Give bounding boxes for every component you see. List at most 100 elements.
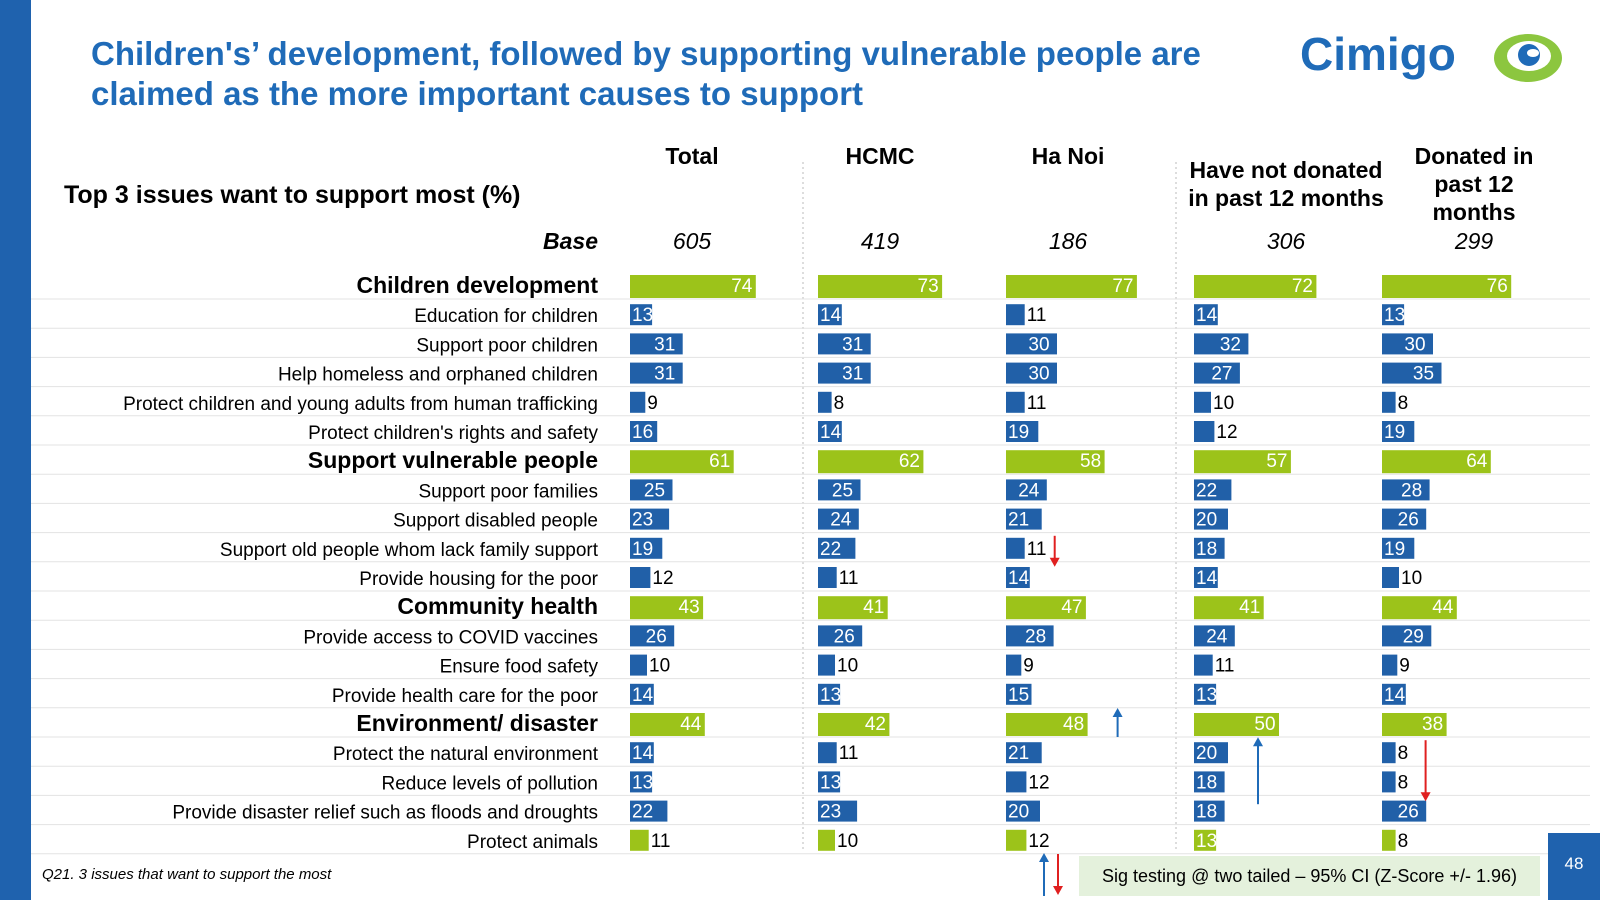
- bar-r7-c1: [818, 479, 861, 501]
- sig-legend-arrows-icon: [1039, 853, 1063, 896]
- bar-r19-c2: [1006, 829, 1027, 851]
- value-label-r8-c0: 23: [632, 510, 653, 531]
- sig-down-arrow-head-3: [1420, 792, 1431, 802]
- value-label-r18-c0: 22: [632, 802, 653, 823]
- bar-r19-c3: [1194, 829, 1217, 851]
- bar-r4-c2: [1006, 391, 1025, 413]
- value-label-r15-c3: 50: [1254, 714, 1275, 735]
- bar-r4-c0: [630, 391, 646, 413]
- value-label-r3-c0: 31: [654, 364, 675, 385]
- column-header-2-line-0: Ha Noi: [1032, 143, 1105, 169]
- value-label-r14-c4: 14: [1384, 685, 1406, 706]
- page-number: 48: [1548, 833, 1600, 900]
- cimigo-logo: Cimigo: [1300, 28, 1562, 82]
- bar-r17-c3: [1194, 771, 1225, 793]
- bar-r9-c1: [818, 537, 856, 559]
- value-label-r5-c0: 16: [632, 422, 653, 443]
- bar-r19-c0: [630, 829, 649, 851]
- category-label-11: Community health: [397, 593, 598, 619]
- value-label-r2-c2: 30: [1028, 334, 1049, 355]
- bar-r8-c1: [818, 508, 859, 530]
- value-label-r6-c2: 58: [1080, 451, 1101, 472]
- bar-r14-c1: [818, 683, 841, 705]
- bar-r3-c1: [818, 362, 871, 384]
- column-header-4-line-0: Donated in: [1415, 143, 1534, 169]
- bar-r14-c4: [1382, 683, 1406, 705]
- value-label-r0-c1: 73: [918, 276, 939, 297]
- value-label-r16-c4: 8: [1398, 743, 1409, 764]
- bar-r13-c2: [1006, 654, 1022, 676]
- value-label-r8-c4: 26: [1398, 510, 1419, 531]
- row-label-5: Protect children's rights and safety: [308, 423, 598, 444]
- value-label-r13-c3: 11: [1215, 656, 1235, 677]
- value-label-r17-c0: 13: [632, 772, 653, 793]
- value-label-r2-c1: 31: [842, 334, 863, 355]
- bar-r12-c2: [1006, 625, 1054, 647]
- value-label-r1-c3: 14: [1196, 305, 1218, 326]
- column-header-4-line-1: past 12: [1434, 171, 1513, 197]
- column-header-3-line-1: in past 12 months: [1188, 185, 1384, 211]
- value-label-r16-c2: 21: [1008, 743, 1029, 764]
- bar-r13-c3: [1194, 654, 1213, 676]
- bar-r7-c3: [1194, 479, 1232, 501]
- category-label-6: Support vulnerable people: [308, 447, 598, 473]
- bar-r0-c0: [630, 275, 756, 298]
- bar-r12-c0: [630, 625, 675, 647]
- bar-r18-c0: [630, 800, 668, 822]
- value-label-r9-c0: 19: [632, 539, 653, 560]
- value-label-r14-c0: 14: [632, 685, 654, 706]
- bar-r9-c2: [1006, 537, 1025, 559]
- bar-r10-c2: [1006, 567, 1030, 588]
- value-label-r7-c3: 22: [1196, 480, 1217, 501]
- value-label-r2-c4: 30: [1404, 334, 1425, 355]
- bar-r1-c0: [630, 304, 653, 326]
- row-label-12: Provide access to COVID vaccines: [303, 627, 598, 648]
- value-label-r3-c3: 27: [1211, 364, 1232, 385]
- value-label-r18-c4: 26: [1398, 802, 1419, 823]
- row-label-19: Protect animals: [467, 832, 598, 853]
- bar-r2-c4: [1382, 333, 1433, 355]
- value-label-r10-c3: 14: [1196, 568, 1218, 589]
- value-label-r10-c1: 11: [839, 568, 859, 589]
- bar-r0-c1: [818, 275, 943, 298]
- bar-r14-c2: [1006, 683, 1032, 705]
- value-label-r15-c1: 42: [865, 714, 886, 735]
- base-label: Base: [543, 228, 598, 254]
- bar-r1-c1: [818, 304, 842, 326]
- value-label-r17-c3: 18: [1196, 772, 1217, 793]
- bar-r7-c4: [1382, 479, 1430, 501]
- value-label-r8-c3: 20: [1196, 510, 1217, 531]
- value-label-r18-c3: 18: [1196, 802, 1217, 823]
- value-label-r13-c2: 9: [1023, 656, 1034, 677]
- bar-r4-c1: [818, 391, 832, 413]
- bar-r8-c3: [1194, 508, 1228, 530]
- bar-r5-c1: [818, 421, 842, 442]
- value-label-r10-c4: 10: [1401, 568, 1422, 589]
- bar-r16-c2: [1006, 742, 1042, 764]
- value-label-r6-c3: 57: [1266, 451, 1287, 472]
- bar-r17-c4: [1382, 771, 1396, 793]
- value-label-r19-c3: 13: [1196, 831, 1217, 852]
- value-label-r10-c2: 14: [1008, 568, 1030, 589]
- bar-r0-c3: [1194, 275, 1317, 298]
- bar-r13-c4: [1382, 654, 1398, 676]
- value-label-r15-c2: 48: [1063, 714, 1084, 735]
- value-label-r12-c3: 24: [1206, 626, 1228, 647]
- bar-r0-c4: [1382, 275, 1512, 298]
- value-label-r6-c4: 64: [1466, 451, 1488, 472]
- value-label-r15-c0: 44: [680, 714, 702, 735]
- value-label-r5-c4: 19: [1384, 422, 1405, 443]
- bar-r17-c2: [1006, 771, 1027, 793]
- base-value-3: 306: [1267, 228, 1306, 254]
- row-label-3: Help homeless and orphaned children: [278, 365, 598, 386]
- sig-up-arrow-head-1: [1112, 708, 1123, 717]
- value-label-r1-c0: 13: [632, 305, 653, 326]
- bar-r15-c0: [630, 713, 705, 736]
- value-label-r19-c1: 10: [837, 831, 858, 852]
- bar-r16-c4: [1382, 742, 1396, 764]
- bar-r11-c0: [630, 596, 704, 620]
- bar-r6-c3: [1194, 450, 1291, 474]
- value-label-r19-c2: 12: [1028, 831, 1049, 852]
- value-label-r3-c2: 30: [1028, 364, 1049, 385]
